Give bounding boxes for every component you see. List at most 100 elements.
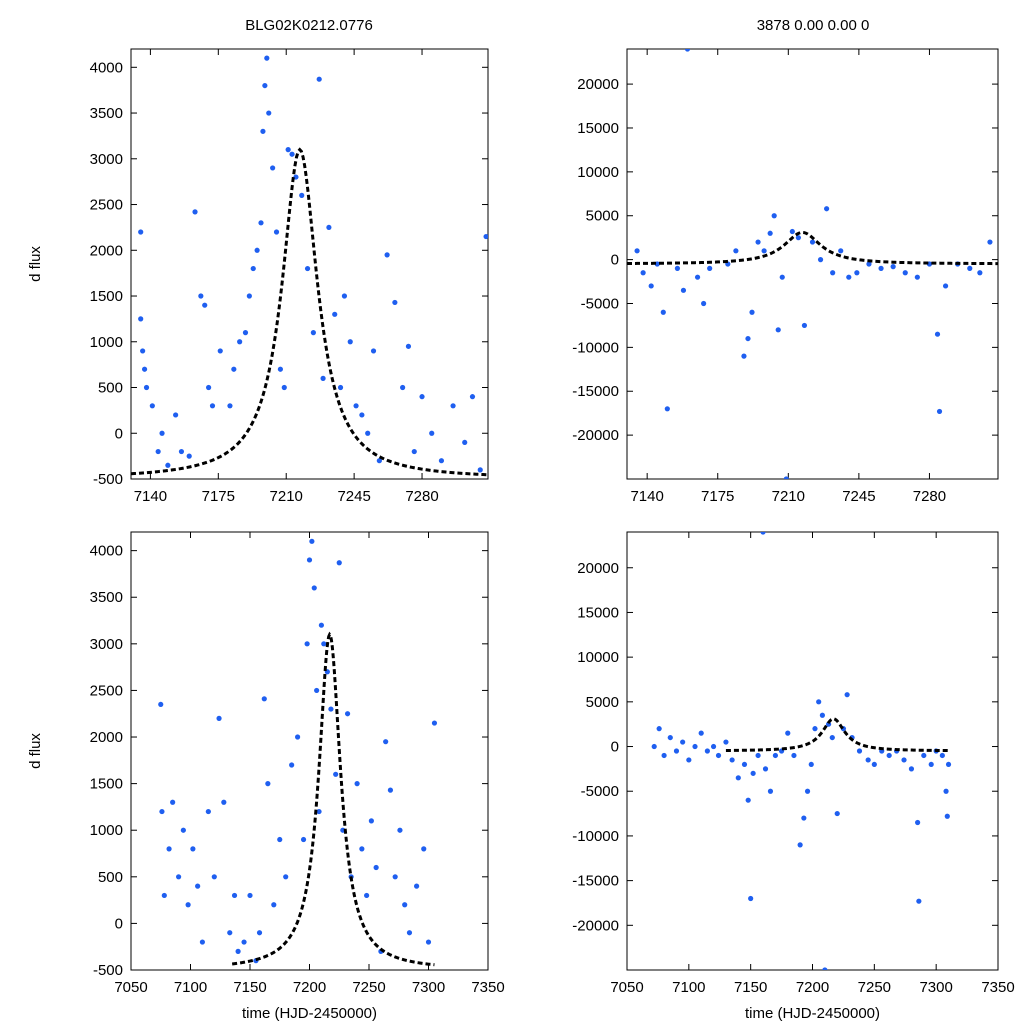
x-tick-label: 7300 (919, 979, 952, 996)
x-tick-label: 7350 (471, 979, 504, 996)
x-tick-label: 7150 (233, 979, 266, 996)
data-point (277, 366, 283, 372)
data-point (692, 743, 698, 750)
data-point (373, 864, 379, 871)
data-point (701, 300, 707, 307)
data-point (354, 781, 360, 787)
data-point (192, 209, 198, 215)
data-point (921, 752, 927, 759)
x-tick-label: 7200 (293, 979, 326, 996)
data-point (384, 252, 390, 258)
data-point (844, 692, 850, 698)
y-tick-label: 3500 (90, 105, 123, 122)
data-point (347, 339, 353, 345)
data-point (365, 430, 371, 436)
data-point (318, 622, 324, 628)
data-point (247, 892, 253, 899)
data-point (176, 874, 182, 880)
data-point (779, 274, 785, 280)
data-point (469, 394, 476, 400)
y-tick-label: 10000 (577, 649, 619, 666)
data-point (680, 287, 687, 293)
x-tick-label: 7175 (701, 488, 734, 505)
data-point (295, 734, 301, 740)
data-point (166, 846, 172, 852)
y-tick-label: 5000 (586, 694, 619, 711)
y-tick-label: 2500 (90, 197, 123, 214)
plot-frame (130, 531, 489, 971)
data-point (216, 715, 222, 721)
data-point (195, 883, 201, 889)
plot-area (158, 538, 438, 967)
data-point (634, 248, 640, 254)
data-point (387, 787, 394, 793)
data-point (783, 476, 789, 479)
data-point (673, 748, 680, 754)
y-axis-label: d flux (27, 246, 44, 282)
data-point (987, 239, 993, 245)
data-point (429, 430, 435, 436)
data-point (656, 726, 662, 732)
x-tick-label: 7100 (174, 979, 207, 996)
x-tick-label: 7050 (610, 979, 643, 996)
data-point (483, 233, 488, 240)
y-tick-label: 3500 (90, 589, 123, 606)
title-left: BLG02K0212.0776 (245, 17, 373, 34)
data-point (231, 892, 238, 899)
y-tick-label: 20000 (577, 76, 619, 93)
x-tick-label: 7300 (412, 979, 445, 996)
data-point (741, 761, 748, 768)
data-point (761, 248, 767, 254)
data-point (289, 151, 295, 157)
y-tick-label: 10000 (577, 164, 619, 181)
data-point (762, 766, 769, 772)
x-tick-label: 7140 (630, 488, 663, 505)
data-point (143, 384, 150, 391)
plot-frame (130, 48, 489, 480)
y-tick-label: 4000 (90, 543, 123, 560)
data-point (771, 213, 777, 219)
data-point (684, 49, 691, 52)
data-point (640, 270, 646, 276)
data-point (402, 902, 408, 908)
data-point (760, 532, 766, 535)
data-point (431, 720, 438, 726)
y-tick-label: 3000 (90, 151, 123, 168)
data-point (733, 248, 739, 254)
data-point (890, 264, 896, 270)
data-point (310, 330, 316, 336)
data-point (846, 274, 852, 280)
data-point (165, 462, 171, 468)
data-point (260, 128, 266, 134)
y-tick-label: -10000 (572, 339, 619, 356)
y-tick-label: 5000 (586, 208, 619, 225)
panel-top-left: 7140 7175 7210 7245 7280 -500 0 500 1000 1500 2000… (27, 48, 489, 505)
data-point (359, 412, 365, 418)
data-point (254, 247, 260, 253)
y-tick-label: 2000 (90, 729, 123, 746)
data-point (285, 147, 291, 153)
data-point (785, 730, 791, 736)
data-point (936, 408, 943, 415)
data-point (438, 458, 445, 464)
data-point (326, 224, 332, 231)
data-point (748, 895, 754, 902)
data-point (945, 761, 952, 768)
data-point (341, 293, 348, 299)
data-point (299, 192, 305, 198)
panel-top-right: 7140 7175 7210 7245 7280 -20000 -15000 -10000 -5… (572, 48, 999, 505)
data-point (242, 330, 249, 336)
data-point (170, 799, 176, 805)
x-tick-label: 7150 (734, 979, 767, 996)
data-point (392, 874, 398, 880)
data-point (314, 687, 320, 694)
data-point (715, 752, 722, 759)
data-point (908, 766, 915, 772)
x-tick-label: 7200 (796, 979, 829, 996)
data-point (795, 235, 801, 241)
data-point (710, 743, 717, 750)
data-point (916, 898, 922, 904)
y-tick-label: 1000 (90, 334, 123, 351)
data-point (138, 316, 144, 322)
